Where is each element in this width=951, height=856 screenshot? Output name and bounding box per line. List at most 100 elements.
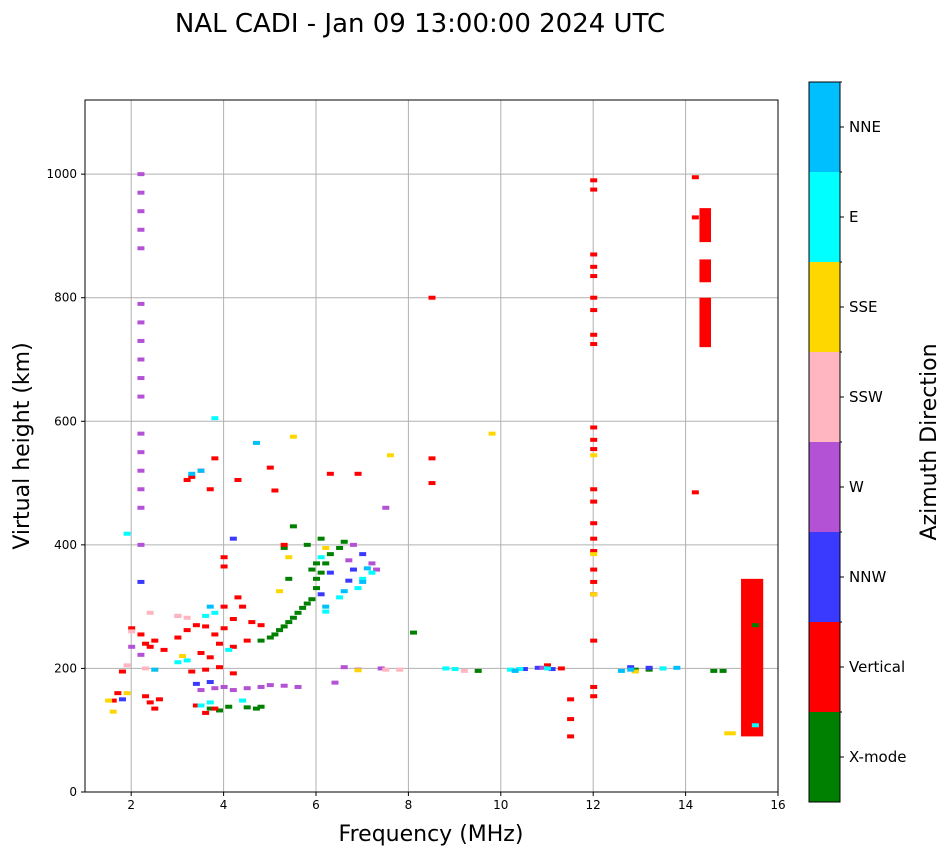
y-tick-label: 400 xyxy=(54,538,77,552)
echo-vertical xyxy=(220,564,228,569)
echo-vertical xyxy=(567,734,575,739)
echo-w xyxy=(257,684,265,689)
echo-vertical xyxy=(202,710,210,715)
echo-vertical xyxy=(257,623,265,628)
echo-vertical xyxy=(544,663,551,668)
echo-vertical xyxy=(206,487,214,492)
echo-vertical xyxy=(220,626,228,631)
colorbar-frame xyxy=(808,81,841,803)
x-tick-label: 14 xyxy=(678,798,693,812)
echo-sse xyxy=(322,545,330,550)
echo-vertical xyxy=(234,477,242,482)
echo-vertical xyxy=(174,635,182,640)
x-tick-label: 8 xyxy=(405,798,413,812)
echo-vertical xyxy=(428,481,436,486)
colorbar-swatch xyxy=(809,622,840,712)
echo-x-mode xyxy=(308,597,316,602)
echo-x-mode xyxy=(410,630,418,635)
echo-w xyxy=(382,505,390,510)
echo-vertical xyxy=(206,655,214,660)
echo-x-mode xyxy=(266,635,274,640)
echo-w xyxy=(137,246,145,251)
echo-vertical xyxy=(146,644,154,649)
colorbar-category-label: NNE xyxy=(849,118,881,136)
echo-w xyxy=(539,665,547,670)
colorbar-category-label: NNW xyxy=(849,568,886,586)
echo-vertical xyxy=(567,697,575,702)
echo-e xyxy=(544,666,551,671)
echo-x-mode xyxy=(289,615,297,620)
echo-w xyxy=(137,209,145,214)
echo-vertical xyxy=(590,332,598,337)
echo-vertical xyxy=(326,471,334,476)
echo-e xyxy=(225,647,233,652)
echo-vertical xyxy=(691,215,699,220)
echo-vertical xyxy=(590,549,598,554)
echo-vertical xyxy=(202,624,210,629)
colorbar-category-label: X-mode xyxy=(849,748,906,766)
echo-w xyxy=(345,558,353,563)
echo-x-mode xyxy=(276,628,284,633)
echo-x-mode xyxy=(336,545,344,550)
y-axis-label: Virtual height (km) xyxy=(10,342,35,549)
echo-nnw xyxy=(359,552,367,557)
echo-nne xyxy=(359,579,367,584)
echo-e xyxy=(211,610,219,615)
echo-x-mode xyxy=(719,668,727,673)
colorbar-swatch xyxy=(809,712,840,802)
echo-vertical xyxy=(590,638,598,643)
echo-x-mode xyxy=(313,586,320,591)
echo-w xyxy=(128,644,136,649)
echo-vertical xyxy=(691,490,699,495)
echo-w xyxy=(373,567,381,572)
echo-vertical xyxy=(590,447,598,452)
echo-e xyxy=(317,555,325,560)
echo-w xyxy=(137,487,145,492)
echo-vertical xyxy=(211,706,219,711)
echo-nne xyxy=(340,589,348,594)
echo-x-mode xyxy=(285,620,293,625)
echo-vertical xyxy=(202,667,210,672)
echo-nnw xyxy=(192,681,200,686)
echo-vertical xyxy=(590,437,598,442)
echo-e xyxy=(354,586,362,591)
x-tick-label: 12 xyxy=(586,798,601,812)
echo-w xyxy=(331,680,339,685)
echo-x-mode xyxy=(322,561,330,566)
echo-vertical xyxy=(590,521,598,526)
echo-sse xyxy=(728,731,736,736)
echo-e xyxy=(336,595,344,600)
echo-w xyxy=(294,684,302,689)
colorbar-category-label: E xyxy=(849,208,858,226)
echo-x-mode xyxy=(299,605,307,610)
echo-w xyxy=(280,683,288,688)
echo-w xyxy=(137,542,145,547)
echo-e xyxy=(202,613,210,618)
echo-e xyxy=(183,658,191,663)
echo-vertical xyxy=(220,555,228,560)
echo-x-mode xyxy=(474,668,482,673)
echo-sse xyxy=(590,592,598,597)
echo-nne xyxy=(363,566,371,571)
echo-w xyxy=(137,376,145,381)
echo-x-mode xyxy=(340,539,348,544)
x-tick-label: 4 xyxy=(220,798,228,812)
echo-vertical xyxy=(590,684,598,689)
colorbar-swatch xyxy=(809,172,840,262)
x-tick-label: 16 xyxy=(770,798,785,812)
echo-vertical xyxy=(590,342,598,347)
echo-vertical xyxy=(211,456,219,461)
echo-x-mode xyxy=(271,632,279,637)
echo-w xyxy=(229,688,237,693)
echo-w xyxy=(137,301,145,306)
echo-vertical xyxy=(160,647,168,652)
echo-nnw xyxy=(548,667,556,672)
echo-sse xyxy=(354,668,362,673)
echo-x-mode xyxy=(303,542,311,547)
colorbar-label: Azimuth Direction xyxy=(917,343,942,540)
echo-nnw xyxy=(645,665,653,670)
echo-sse xyxy=(179,654,187,659)
echo-vertical xyxy=(229,671,237,676)
